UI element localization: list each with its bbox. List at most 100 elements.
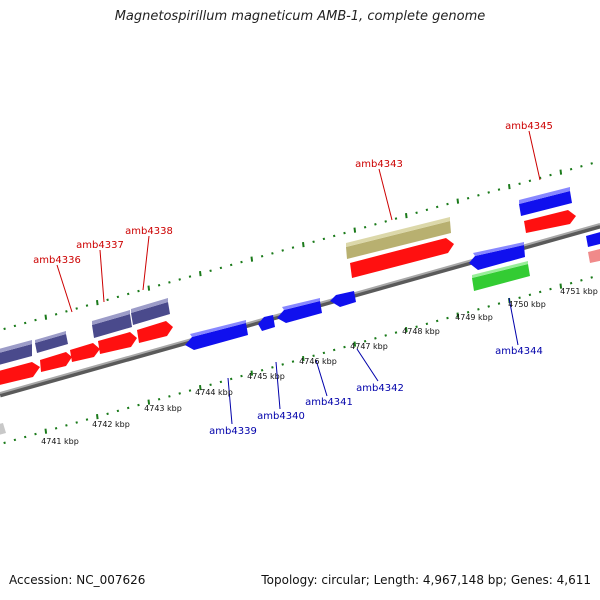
inner-track-tick xyxy=(137,403,140,407)
inner-track-tick xyxy=(322,351,326,355)
inner-track-tick xyxy=(477,308,480,311)
outer-track-tick xyxy=(13,324,17,328)
inner-track-tick xyxy=(65,424,68,427)
outer-track-tick xyxy=(106,298,109,302)
outer-track-tick xyxy=(199,271,202,277)
leader-amb4337 xyxy=(99,249,105,303)
inner-track-tick xyxy=(394,331,398,334)
outer-track-tick xyxy=(415,211,418,215)
inner-track-tick xyxy=(518,296,521,300)
leader-amb4340 xyxy=(275,361,281,410)
tick-label-4750: 4750 kbp xyxy=(508,300,546,309)
tick-label-4744: 4744 kbp xyxy=(195,388,233,397)
outer-track-tick xyxy=(549,173,552,177)
inner-track-tick xyxy=(260,368,264,372)
outer-track-tick xyxy=(178,278,181,281)
inner-track-tick xyxy=(569,281,573,285)
outer-track-tick xyxy=(343,231,346,235)
gene-purple-1 xyxy=(0,344,32,365)
gene-red-7 xyxy=(524,210,576,233)
leader-amb4338 xyxy=(142,235,150,291)
outer-track-tick xyxy=(157,283,161,287)
inner-track-tick xyxy=(590,276,593,279)
leader-amb4342 xyxy=(356,348,379,382)
inner-track-tick xyxy=(157,397,161,401)
outer-track-tick xyxy=(405,213,408,219)
outer-track-tick xyxy=(508,184,511,190)
inner-track-tick xyxy=(425,322,429,326)
outer-track-tick xyxy=(518,182,521,186)
inner-track-tick xyxy=(178,392,181,395)
outer-track-tick xyxy=(209,269,212,273)
inner-track-tick xyxy=(312,354,315,358)
gene-blue-rev-5-top xyxy=(473,242,524,256)
outer-track-tick xyxy=(260,254,264,258)
inner-track-tick xyxy=(219,380,223,384)
gene-olive-top xyxy=(346,217,450,247)
inner-track-tick xyxy=(116,409,120,413)
outer-track-tick xyxy=(497,188,501,191)
inner-track-tick xyxy=(302,356,305,362)
label-amb4336: amb4336 xyxy=(33,255,81,266)
inner-track-tick xyxy=(281,363,284,366)
tick-label-4742: 4742 kbp xyxy=(92,420,130,429)
gene-blue-rev-4 xyxy=(330,291,356,307)
outer-track-tick xyxy=(85,304,89,307)
gene-purple-1-top xyxy=(0,340,32,353)
gene-labels: amb4336 amb4337 amb4338 amb4343 amb4345 … xyxy=(33,121,553,437)
outer-track-tick xyxy=(538,176,542,180)
inner-track-tick xyxy=(353,341,357,347)
inner-track-tick xyxy=(384,334,387,337)
gene-blue-fwd-top xyxy=(519,187,570,204)
gene-olive xyxy=(346,221,451,259)
inner-track-tick xyxy=(446,316,449,320)
inner-track-tick xyxy=(435,319,439,323)
leader-amb4343 xyxy=(378,168,393,221)
inner-track-tick xyxy=(240,374,243,378)
outer-track-tick xyxy=(302,242,305,248)
inner-track-tick xyxy=(96,414,99,420)
outer-track-tick xyxy=(312,240,315,244)
outer-track-tick xyxy=(580,165,583,168)
leader-amb4336 xyxy=(56,264,73,313)
outer-track-tick xyxy=(456,198,460,204)
inner-track-tick xyxy=(363,339,367,343)
label-amb4340: amb4340 xyxy=(257,411,305,422)
gene-green-top xyxy=(472,261,528,278)
inner-track-tick xyxy=(580,279,583,282)
outer-track-tick xyxy=(281,249,284,252)
tick-label-4746: 4746 kbp xyxy=(299,357,337,366)
gene-red-4 xyxy=(98,332,137,354)
inner-track-tick xyxy=(549,287,552,291)
outer-track-tick xyxy=(34,318,37,322)
outer-track-tick xyxy=(229,263,233,267)
gene-blue-rev-5 xyxy=(469,245,525,270)
gene-purple-3 xyxy=(92,314,132,338)
genome-summary-text: Topology: circular; Length: 4,967,148 bp… xyxy=(261,573,591,587)
label-amb4337: amb4337 xyxy=(76,240,124,251)
outer-track-tick xyxy=(528,179,532,183)
gene-red-5 xyxy=(137,321,173,343)
tick-label-4751: 4751 kbp xyxy=(560,287,598,296)
outer-track-tick xyxy=(384,220,387,223)
tick-label-4749: 4749 kbp xyxy=(455,313,493,322)
inner-track-tick xyxy=(188,389,192,392)
gene-red-2 xyxy=(40,352,72,372)
outer-track-tick xyxy=(116,295,120,299)
inner-track-tick xyxy=(528,293,532,297)
inner-track-tick xyxy=(250,370,254,376)
outer-track-tick xyxy=(590,162,593,165)
outer-track-tick xyxy=(322,237,326,241)
inner-track-tick xyxy=(538,290,542,294)
gene-purple-2 xyxy=(35,334,68,353)
outer-track-tick xyxy=(240,260,243,264)
inner-track-tick xyxy=(209,383,212,387)
gene-red-1 xyxy=(0,362,40,385)
outer-track-tick xyxy=(446,202,449,206)
outer-track-tick xyxy=(96,300,99,306)
gene-blue-rev-1-top xyxy=(190,320,246,337)
gene-blue-fwd xyxy=(519,191,572,216)
label-amb4342: amb4342 xyxy=(356,383,404,394)
inner-track-tick xyxy=(271,366,274,369)
inner-track-tick xyxy=(466,310,470,314)
